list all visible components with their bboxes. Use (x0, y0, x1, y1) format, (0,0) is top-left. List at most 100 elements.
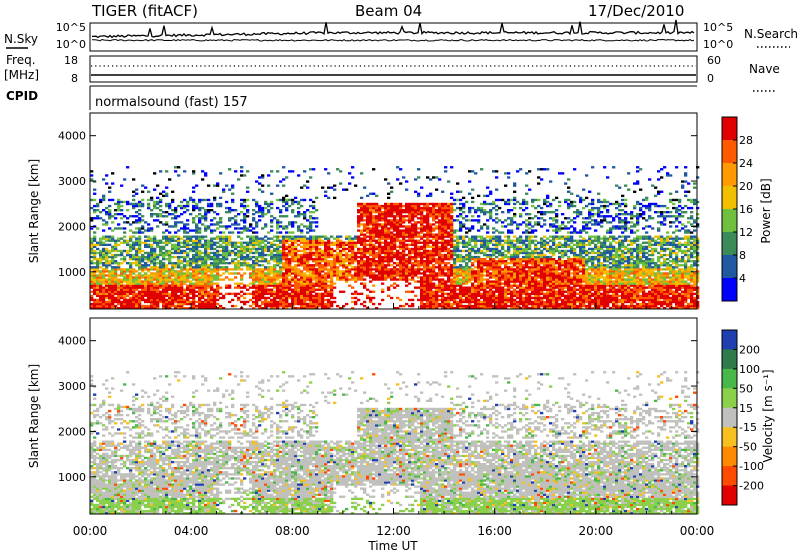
power-cell (198, 296, 202, 300)
power-cell (246, 198, 250, 202)
power-cell (309, 241, 313, 244)
power-cell (195, 270, 199, 273)
power-cell (399, 239, 403, 242)
power-cell (138, 219, 142, 222)
power-cell (243, 296, 247, 300)
power-cell (396, 178, 400, 181)
power-cell (99, 276, 103, 279)
power-cell (411, 227, 415, 230)
power-cell (279, 284, 283, 287)
power-cell (174, 245, 178, 249)
power-cell (261, 280, 265, 283)
power-cell (447, 284, 451, 287)
power-cell (297, 215, 301, 218)
power-cell (414, 286, 418, 289)
power-cell (129, 243, 133, 247)
power-cell (399, 251, 403, 255)
power-cell (483, 247, 487, 251)
power-cell (312, 251, 316, 255)
power-cell (279, 235, 283, 238)
power-cell (261, 241, 265, 244)
power-cell (420, 235, 424, 238)
power-cell (315, 282, 319, 285)
power-cell (345, 280, 349, 283)
power-cell (465, 268, 469, 271)
power-cell (234, 243, 238, 247)
power-cell (183, 307, 187, 310)
power-cell (237, 231, 241, 234)
power-cell (264, 239, 268, 242)
power-cell (423, 304, 427, 308)
power-cell (159, 209, 163, 212)
power-cell (414, 231, 418, 234)
power-cell (387, 237, 391, 240)
power-cell (477, 307, 481, 310)
power-cell (429, 253, 433, 257)
power-cell (138, 282, 142, 285)
power-cell (420, 241, 424, 244)
power-cell (282, 294, 286, 298)
power-cell (492, 296, 496, 300)
power-cell (297, 225, 301, 228)
power-cell (285, 300, 289, 304)
power-cell (456, 270, 460, 273)
power-cell (135, 274, 139, 277)
power-cell (309, 211, 313, 214)
power-cell (249, 255, 253, 259)
power-cell (477, 260, 481, 263)
power-cell (384, 270, 388, 273)
power-cell (300, 255, 304, 259)
power-cell (429, 255, 433, 259)
power-cell (366, 227, 370, 230)
power-cell (426, 286, 430, 289)
power-cell (108, 262, 112, 265)
power-cell (426, 217, 430, 220)
power-cell (309, 298, 313, 302)
power-cell (162, 307, 166, 310)
power-cell (279, 304, 283, 308)
power-cell (318, 260, 322, 263)
power-cell (294, 302, 298, 306)
power-cell (123, 290, 127, 293)
power-cell (366, 258, 370, 261)
power-cell (465, 288, 469, 291)
power-cell (381, 255, 385, 259)
power-cell (261, 213, 265, 216)
power-cell (201, 262, 205, 265)
power-cell (453, 266, 457, 269)
power-cell (156, 270, 160, 273)
power-cell (285, 237, 289, 240)
power-cell (420, 229, 424, 232)
power-cell (483, 290, 487, 293)
power-cell (336, 304, 340, 308)
power-cell (159, 276, 163, 279)
power-cell (450, 235, 454, 238)
power-cell (453, 278, 457, 281)
power-cell (486, 272, 490, 275)
power-cell (309, 237, 313, 240)
power-cell (435, 243, 439, 247)
power-cell (273, 235, 277, 238)
power-cell (210, 245, 214, 249)
power-cell (447, 223, 451, 226)
power-cell (111, 237, 115, 240)
power-cell (450, 258, 454, 261)
power-cell (297, 264, 301, 267)
power-cell (309, 168, 313, 171)
power-cell (291, 241, 295, 244)
power-cell (465, 227, 469, 230)
power-cell (339, 249, 343, 253)
power-cell (138, 302, 142, 306)
power-cell (252, 284, 256, 287)
power-cell (267, 174, 271, 177)
power-cell (117, 266, 121, 269)
power-cell (267, 266, 271, 269)
power-cell (198, 280, 202, 283)
power-cell (462, 272, 466, 275)
power-cell (159, 298, 163, 302)
power-cell (468, 209, 472, 212)
power-cell (156, 302, 160, 306)
power-cell (423, 249, 427, 253)
power-cell (336, 253, 340, 257)
power-cell (399, 209, 403, 212)
